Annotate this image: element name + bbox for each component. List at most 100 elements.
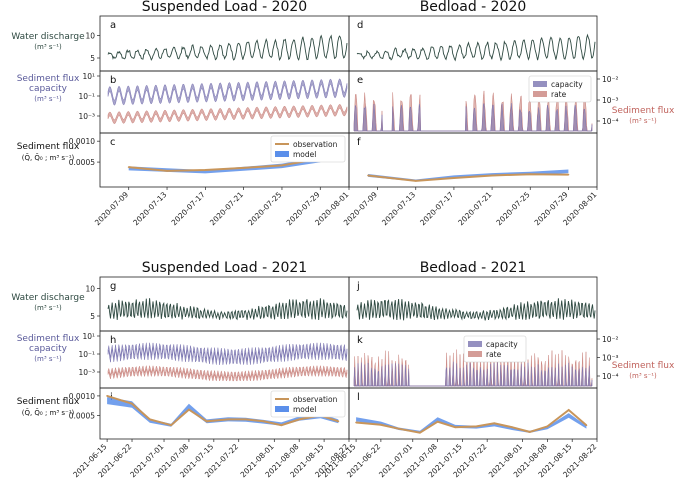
panel-frame-left [99, 15, 350, 72]
ytick-capacity: 10⁻³ [78, 368, 95, 377]
legend-model-swatch [275, 151, 289, 157]
ytick-capacity: 10⁻¹ [78, 92, 95, 101]
label-right-flux-unit: (m³ s⁻¹) [629, 117, 657, 125]
xtick-label-left: 2020-07-21 [208, 190, 245, 227]
panel-frame-left [99, 330, 350, 389]
xtick-label-left: 2020-07-17 [170, 190, 207, 227]
observation-point [281, 164, 283, 167]
observation-point [280, 424, 283, 427]
xtick-label-left: 2020-07-09 [93, 190, 130, 227]
xtick-label-left: 2020-07-25 [246, 190, 283, 227]
label-right-flux: Sediment flux [612, 361, 675, 371]
observation-point [493, 422, 496, 425]
ytick-capacity: 10⁻¹ [78, 350, 95, 359]
observation-point [379, 423, 382, 426]
label-capacity: Sediment flux [17, 334, 80, 344]
discharge-line-bedload [356, 33, 596, 62]
observation-point [205, 420, 208, 423]
observation-point [188, 408, 190, 411]
observation-point [355, 421, 357, 424]
observation-point [131, 402, 133, 405]
observation-point [298, 418, 301, 421]
observation-point [242, 167, 245, 169]
observation-point [436, 420, 439, 423]
legend-capacity-label: capacity [551, 80, 583, 89]
model-band-suspended [128, 156, 321, 174]
ytick-capacity: 10¹ [82, 72, 95, 81]
label-flux-unit: (Q̄, Q̄₀ ; m³ s⁻¹) [22, 408, 75, 417]
ytick-right: 10⁻⁴ [602, 117, 619, 126]
ytick-discharge: 5 [90, 312, 95, 321]
xtick-label-right: 2020-07-13 [380, 190, 417, 227]
legend-rate-swatch [468, 351, 482, 357]
legend-rate-label: rate [551, 90, 567, 99]
observation-line-bedload [367, 173, 569, 182]
legend-capacity-swatch [533, 81, 547, 87]
observation-line-bedload [356, 408, 588, 434]
panel-letter: f [357, 137, 361, 148]
observation-point [262, 420, 265, 423]
panel-letter: j [356, 281, 360, 292]
capacity-band-suspended [107, 78, 348, 106]
panel-frame-right [348, 387, 598, 440]
ytick-discharge: 10 [85, 285, 95, 294]
observation-point [337, 420, 340, 423]
panel-letter: d [357, 20, 363, 31]
panel-frame-right [348, 276, 598, 332]
label-capacity: Sediment flux [17, 74, 80, 84]
observation-point [454, 426, 457, 429]
observation-point [528, 430, 531, 433]
legend-capacity-label: capacity [486, 340, 518, 349]
xtick-label-left: 2020-07-13 [131, 190, 168, 227]
observation-point [511, 426, 513, 429]
observation-point [567, 173, 570, 176]
label-discharge: Water discharge [11, 32, 85, 42]
observation-point [418, 431, 421, 434]
legend-rate-label: rate [486, 350, 502, 359]
observation-point [475, 425, 478, 428]
panel-letter: h [110, 335, 116, 346]
chart-block-2021: Suspended Load - 2021 Bedload - 2021ghijk… [11, 260, 675, 479]
label-flux: Sediment flux [17, 397, 80, 407]
discharge-line-suspended [107, 34, 348, 62]
observation-point [166, 169, 168, 172]
ytick-flux: 0.0005 [69, 158, 95, 167]
chart-block-2020: Suspended Load - 2020 Bedload - 2020 a b c d e… [11, 0, 675, 227]
observation-point [244, 418, 247, 421]
panel-frame-left [99, 276, 350, 332]
observation-point [567, 409, 570, 411]
ytick-capacity: 10¹ [82, 332, 95, 341]
legend-observation-label: observation [293, 395, 338, 404]
observation-point [204, 169, 207, 171]
panel-letter: c [110, 137, 116, 148]
label-discharge-unit: (m³ s⁻¹) [34, 304, 62, 312]
discharge-line-suspended [107, 298, 348, 321]
legend-capacity-swatch [468, 341, 482, 347]
capacity-spikes-bedload [353, 361, 593, 387]
panel-letter: b [110, 75, 116, 86]
observation-point [491, 174, 493, 177]
observation-point [585, 424, 588, 427]
label-discharge: Water discharge [11, 293, 85, 303]
observation-point [367, 174, 369, 177]
legend-flux-box [270, 390, 346, 418]
observation-point [453, 177, 455, 179]
panel-frame-right [348, 15, 598, 72]
observation-point [148, 418, 151, 421]
label-capacity-unit: (m³ s⁻¹) [34, 355, 62, 363]
observation-point [529, 173, 532, 176]
observation-point [546, 425, 549, 428]
legend-model-label: model [293, 150, 316, 159]
panel-letter: a [110, 20, 116, 31]
observation-point [127, 166, 130, 169]
rate-band-suspended [107, 364, 348, 382]
discharge-line-bedload [356, 298, 596, 321]
legend-model-label: model [293, 405, 316, 414]
model-band-bedload [368, 169, 569, 182]
ytick-discharge: 5 [90, 54, 95, 63]
ytick-flux: 0.0005 [69, 411, 95, 420]
label-flux: Sediment flux [17, 142, 80, 152]
label-right-flux-unit: (m³ s⁻¹) [629, 372, 657, 380]
legend-model-swatch [275, 406, 289, 412]
